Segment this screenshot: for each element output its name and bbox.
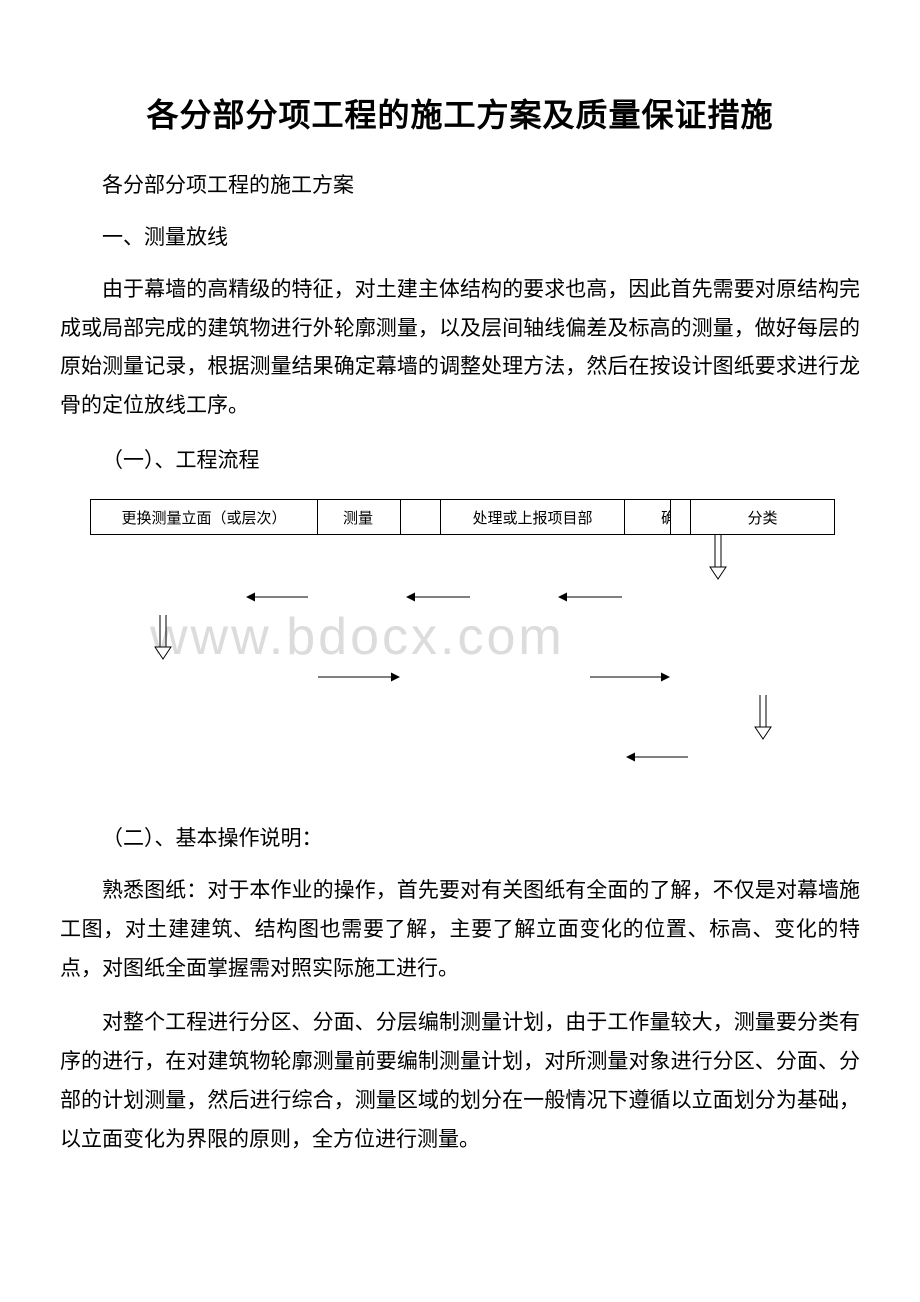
section-heading-1-1: （一）、工程流程 xyxy=(60,441,860,481)
subtitle: 各分部分项工程的施工方案 xyxy=(60,166,860,206)
paragraph-3: 对整个工程进行分区、分面、分层编制测量计划，由于工作量较大，测量要分类有序的进行… xyxy=(60,1003,860,1158)
section-heading-1-2: （二）、基本操作说明： xyxy=(60,819,860,859)
flowchart-arrows xyxy=(60,499,860,789)
paragraph-1: 由于幕墙的高精级的特征，对土建主体结构的要求也高，因此首先需要对原结构完成或局部… xyxy=(60,270,860,425)
flow-box: 测量 xyxy=(308,499,408,535)
flow-box: 更换测量立面（或层次） xyxy=(90,499,318,535)
section-heading-1: 一、测量放线 xyxy=(60,218,860,258)
flow-box: 分类 xyxy=(690,499,835,535)
page-title: 各分部分项工程的施工方案及质量保证措施 xyxy=(60,90,860,136)
paragraph-2: 熟悉图纸：对于本作业的操作，首先要对有关图纸有全面的了解，不仅是对幕墙施工图，对… xyxy=(60,871,860,988)
flowchart-container: www.bdocx.com 熟悉了解建 xyxy=(60,499,860,789)
flow-box: 处理或上报项目部 xyxy=(440,499,625,535)
